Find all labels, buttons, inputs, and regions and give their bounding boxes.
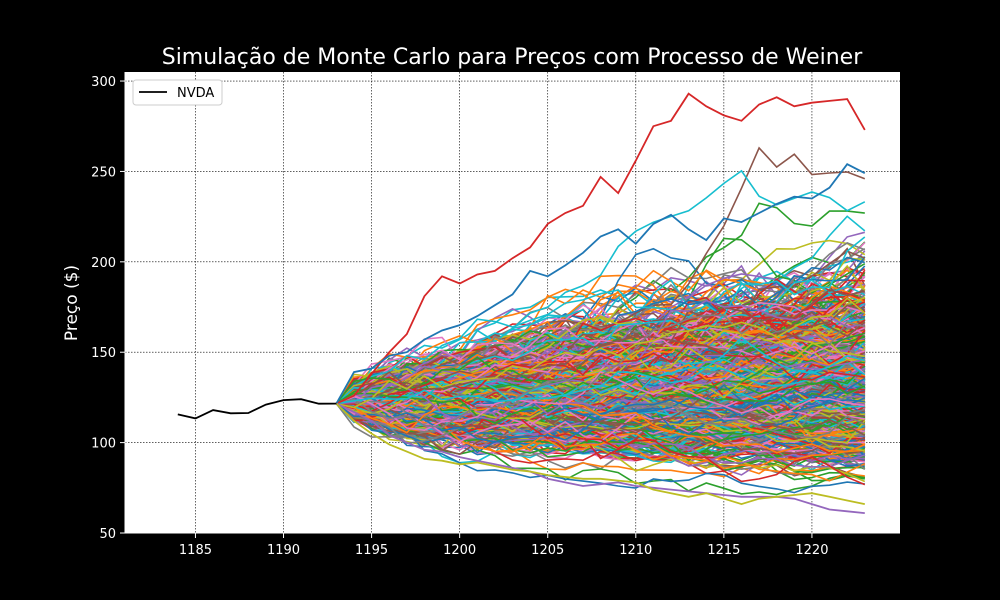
highlighted-simulated-path: [335, 163, 866, 405]
simulated-path: [336, 340, 866, 405]
highlighted-simulated-path: [336, 92, 866, 405]
y-tick-label: 100: [91, 437, 116, 452]
x-tick-label: 1195: [355, 543, 388, 558]
simulated-path: [336, 299, 865, 423]
chart-title: Simulação de Monte Carlo para Preços com…: [162, 45, 863, 70]
axes: 1185 1190 1195 1200 1205 1210 1215 1220 50 100 150…: [91, 72, 900, 558]
simulated-path: [336, 393, 866, 436]
y-axis-label: Preço ($): [62, 265, 82, 341]
x-tick-label: 1210: [619, 543, 652, 558]
simulated-path: [336, 297, 866, 409]
legend-label-nvda: NVDA: [177, 86, 214, 101]
x-tick-label: 1200: [443, 543, 476, 558]
legend-box: [132, 79, 223, 106]
highlighted-simulated-path: [335, 402, 865, 506]
simulated-path: [335, 312, 866, 424]
y-tick-label: 200: [91, 256, 116, 271]
legend: NVDA: [132, 79, 223, 106]
simulated-path: [336, 402, 866, 454]
simulated-path: [336, 353, 865, 407]
y-tick-label: 50: [99, 527, 116, 542]
x-tick-label: 1215: [707, 543, 740, 558]
simulated-path: [335, 365, 866, 412]
x-tick-label: 1220: [795, 543, 828, 558]
series-lines: [177, 398, 337, 420]
y-tick-label: 250: [91, 165, 116, 180]
simulation-paths: [335, 92, 866, 514]
simulated-path: [336, 374, 866, 448]
simulated-path: [335, 279, 866, 405]
simulated-path: [336, 360, 865, 415]
simulated-path: [336, 370, 865, 432]
y-tick-label: 300: [91, 75, 116, 90]
x-tick-label: 1205: [531, 543, 564, 558]
simulated-path: [336, 314, 866, 429]
simulated-path: [335, 357, 865, 424]
simulated-path: [336, 336, 866, 405]
simulated-path: [336, 358, 865, 423]
simulated-path: [336, 377, 866, 422]
x-tick-label: 1185: [179, 543, 212, 558]
series-line-nvda: [177, 398, 337, 420]
y-tick-label: 150: [91, 346, 116, 361]
simulated-path: [336, 363, 865, 409]
x-tick-label: 1190: [267, 543, 300, 558]
